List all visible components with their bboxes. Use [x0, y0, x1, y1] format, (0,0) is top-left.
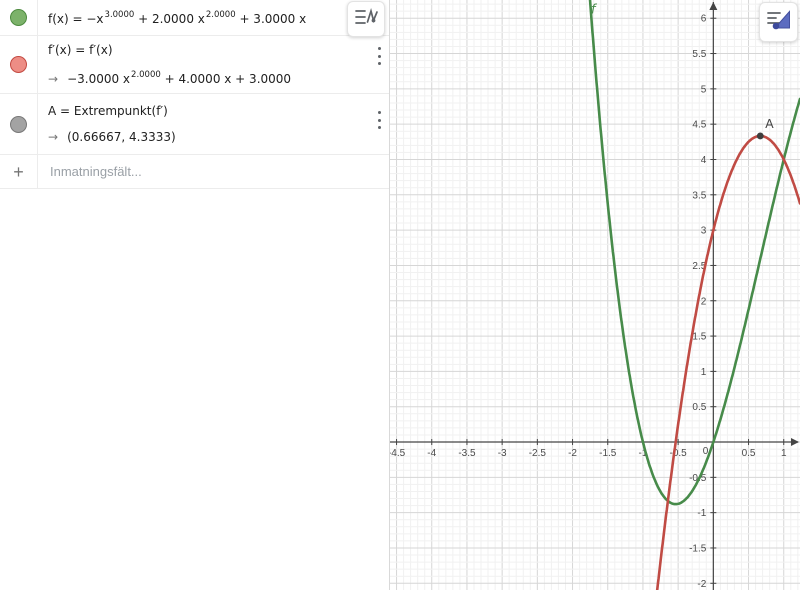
algebra-panel: f(x) = −x3.0000 + 2.0000 x2.0000 + 3.000… [0, 0, 390, 590]
y-tick-label: -1.5 [689, 543, 707, 554]
y-tick-label: -1 [697, 508, 706, 519]
algebra-style-button[interactable] [347, 1, 385, 37]
point-A[interactable] [756, 132, 764, 140]
visibility-toggle-A[interactable] [10, 115, 27, 133]
graphics-style-button[interactable] [759, 2, 798, 42]
y-tick-label: 0.5 [692, 402, 706, 413]
algebra-row-f-prime[interactable]: f′(x) = f′(x) → −3.0000 x2.0000 + 4.0000 … [0, 36, 389, 94]
visibility-toggle-f[interactable] [10, 9, 27, 26]
y-axis-arrow [709, 2, 718, 10]
algebra-style-icon [353, 5, 379, 34]
visibility-toggle-f-prime[interactable] [10, 56, 27, 73]
y-tick-label: 6 [701, 14, 707, 25]
row-left-cell: + [0, 155, 38, 188]
y-tick-label: -2 [697, 579, 706, 590]
formula-f: f(x) = −x3.0000 + 2.0000 x2.0000 + 3.000… [48, 10, 307, 26]
y-tick-label: 1 [701, 367, 707, 378]
x-tick-label: -2.5 [529, 448, 547, 459]
value-A: → (0.66667, 4.3333) [48, 130, 176, 144]
y-tick-label: 3 [701, 226, 707, 237]
y-tick-label: 5 [701, 84, 707, 95]
origin-label: 0 [703, 446, 709, 457]
x-tick-label: -4 [427, 448, 436, 459]
curve-f[interactable] [587, 0, 800, 506]
definition-A: A = Extrempunkt(f′) [48, 104, 168, 118]
y-tick-label: 4 [701, 155, 707, 166]
x-tick-label: 0.5 [742, 448, 756, 459]
add-input-button[interactable]: + [13, 161, 24, 182]
graphics-style-icon [765, 6, 792, 38]
x-axis-arrow [791, 438, 799, 447]
graph-canvas[interactable]: -4.5 -4 -3.5 -3 -2.5 -2 -1.5 -1 -0.5 0.5 1 6 5.5 5 4.5… [390, 0, 800, 590]
algebra-input-row: + [0, 155, 389, 189]
y-tick-label: 2.5 [692, 261, 706, 272]
point-label-A: A [765, 117, 774, 131]
x-tick-label: -2 [568, 448, 577, 459]
definition-f-prime: f′(x) = f′(x) [48, 43, 113, 57]
output-arrow-icon: → [48, 72, 59, 86]
value-f-prime: → −3.0000 x2.0000 + 4.0000 x + 3.0000 [48, 70, 292, 86]
x-tick-label: -1 [638, 448, 647, 459]
algebra-input-field[interactable] [48, 163, 362, 180]
x-tick-label: -3 [498, 448, 507, 459]
y-tick-label: 5.5 [692, 49, 706, 60]
x-tick-label: -4.5 [390, 448, 406, 459]
y-tick-label: 2 [701, 296, 707, 307]
algebra-row-f[interactable]: f(x) = −x3.0000 + 2.0000 x2.0000 + 3.000… [0, 0, 389, 37]
graphics-view[interactable]: -4.5 -4 -3.5 -3 -2.5 -2 -1.5 -1 -0.5 0.5 1 6 5.5 5 4.5… [390, 0, 800, 590]
output-arrow-icon: → [48, 130, 59, 144]
row-left-cell [0, 36, 38, 93]
row-left-cell [0, 94, 38, 154]
x-tick-label: -3.5 [458, 448, 476, 459]
y-tick-label: 3.5 [692, 190, 706, 201]
row-menu-button-f-prime[interactable] [372, 46, 386, 66]
row-left-cell [0, 0, 38, 35]
curve-f'[interactable] [653, 134, 800, 590]
y-tick-label: 1.5 [692, 332, 706, 343]
x-tick-label: 1 [781, 448, 787, 459]
y-tick-label: 4.5 [692, 120, 706, 131]
algebra-row-A[interactable]: A = Extrempunkt(f′) → (0.66667, 4.3333) [0, 94, 389, 155]
curve-label-f: f [591, 2, 598, 17]
x-tick-label: -1.5 [599, 448, 617, 459]
x-tick-label: -0.5 [670, 448, 688, 459]
row-menu-button-A[interactable] [372, 110, 386, 130]
